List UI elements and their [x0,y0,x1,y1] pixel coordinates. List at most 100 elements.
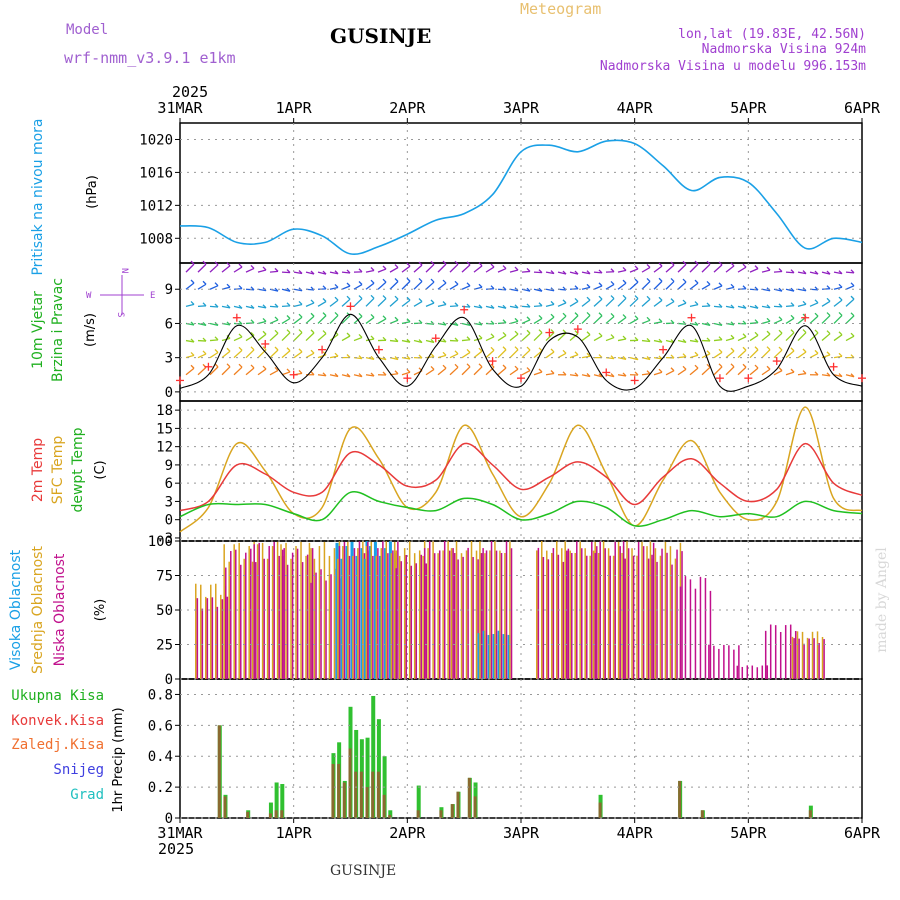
wind-barb-head [274,329,279,334]
cloud-bar [789,624,792,679]
wind-barb-head [358,312,363,317]
cloud-bar [556,541,558,679]
wind-barb [845,374,855,378]
wind-barb [389,339,399,343]
wind-barb [341,335,351,342]
wind-barb-head [562,329,567,334]
precip-conv-bar [598,802,602,818]
wind-barb-head [814,270,819,275]
cloud-bar [607,548,610,679]
cloud-bar [447,541,449,679]
wind-barb [749,349,759,359]
wind-barb-head [574,297,579,302]
wind-barb-head [658,296,663,301]
wind-barb-head [838,352,843,357]
wind-barb [449,353,459,359]
precip-total-bar [388,810,393,818]
wind-barb [593,335,603,342]
wind-barb-head [838,296,843,301]
wind-barb-head [718,363,723,368]
wind-barb [677,281,687,290]
wind-barb-head [346,282,351,287]
cloud-bar [300,541,302,679]
wind-barb-head [850,373,855,378]
cloud-bar [741,666,744,679]
wind-barb [401,280,411,290]
cloud-bar [803,643,805,679]
wind-barb-head [826,312,831,317]
wind-barb-head [190,351,195,356]
wind-barb [293,351,303,359]
wind-barb-head [262,304,267,309]
cloud-bar [694,588,697,679]
cloud-bar [337,558,339,679]
cloud-bar [358,541,361,679]
cloud-bar [348,555,351,679]
wind-barb [557,302,567,307]
wind-barb [293,288,303,292]
cloud-bar [433,553,436,679]
cloud-bar [507,634,511,679]
cloud-bar [243,558,245,679]
cloud-bar [627,548,630,679]
wind-barb [545,351,555,359]
cloud-bar [547,559,550,679]
wind-barb [701,283,711,290]
time-tick-label: 5APR [730,99,767,117]
wind-barb [833,314,843,324]
wind-barb [641,339,651,343]
wind-barb [737,305,747,309]
wind-barb-head [598,295,603,300]
wind-barb-head [442,351,447,356]
rose-w: W [86,291,92,301]
high-cloud-axis-title: Visoka Oblacnost [8,549,24,670]
wind-barb-head [358,268,363,273]
wind-barb-head [610,312,615,317]
wind-barb [785,371,795,376]
wind-barb [821,333,831,342]
precip-total-bar [365,737,370,818]
pressure-line [179,139,863,256]
y-tick-label: 15 [156,421,173,437]
wind-barb [689,282,699,290]
wind-barb [221,366,231,376]
wind-barb-head [406,277,411,282]
wind-barb [737,349,747,359]
cloud-bar [813,638,815,679]
wind-barb [653,280,663,290]
wind-barb [221,350,231,359]
wind-barb-head [802,370,807,375]
cloud-bar [248,546,250,679]
wind-barb-head [718,261,723,266]
wind-barb [209,305,219,308]
wind-barb-head [514,317,519,322]
wind-barb [593,285,603,290]
cloud-bar [626,541,628,679]
precip-conv-bar [456,791,460,818]
wind-barb-head [574,285,579,290]
wind-barb [605,336,615,342]
cloud-bar [457,559,459,679]
cloud-bar [541,541,543,679]
cloud-bar [713,645,715,679]
time-tick-label: 6APR [844,99,881,117]
cloud-bar [353,548,356,679]
y-tick-label: 0 [165,672,173,688]
wind-barb-head [238,333,243,338]
wind-barb-head [490,320,495,325]
wind-barb-head [298,270,303,274]
y-tick-label: 0 [165,811,173,827]
wind-barb-head [478,283,483,288]
cloud-bar [679,586,682,679]
cloud-bar [746,665,749,679]
wind-barb [569,315,579,324]
wind-barb [497,267,507,273]
cloud-bar [482,630,486,679]
wind-barb [569,333,579,342]
cloud-bar [291,552,294,679]
wind-barb [581,334,591,342]
precip-conv-bar [337,763,341,818]
cloud-bar [256,544,259,679]
wind-barb [365,282,375,290]
precip-total-bar [416,785,421,818]
